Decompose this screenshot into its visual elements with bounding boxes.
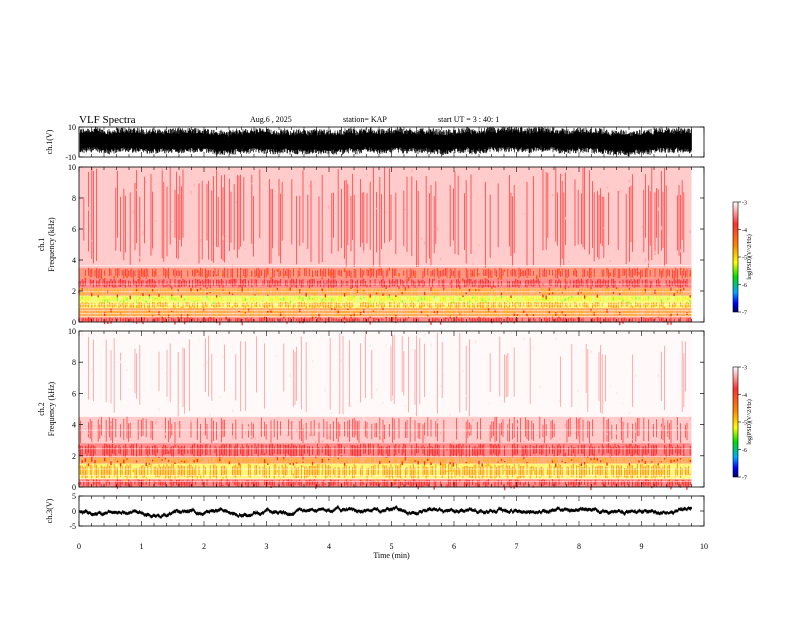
ch1-spectrogram-ytick-label: 2 <box>72 287 76 296</box>
ch1-waveform-ylabel: ch.1(V) <box>45 129 54 154</box>
ch2-spectrogram-ylabel-freq: Frequency (kHz) <box>47 381 56 436</box>
ch2-colorbar-tick-label: -5 <box>742 421 747 427</box>
ch2-spectrogram-ytick-label: 10 <box>68 327 76 336</box>
ch2-spectrogram-panel: 0 2 4 6 8 10 ch.2 Frequency (kHz) <box>37 327 705 492</box>
ch2-spectrogram-band-texture <box>88 331 686 417</box>
ch2-spectrogram-ytick-label: 6 <box>72 389 76 398</box>
ch2-spectrogram-ytick-label: 2 <box>72 452 76 461</box>
ch1-spectrogram-band <box>79 167 692 268</box>
ch2-colorbar-label: log(PSD)(V^2/Hz) <box>746 399 753 444</box>
ch2-colorbar-tick-label: -3 <box>742 366 747 372</box>
ch2-spectrogram-band <box>79 443 692 458</box>
ch1-colorbar-tick-label: -4 <box>742 228 747 234</box>
ch2-spectrogram-band-highlight <box>81 457 691 468</box>
time-tick-label: 4 <box>327 542 331 551</box>
ch2-colorbar-tick-label: -4 <box>742 393 747 399</box>
ch2-spectrogram-band <box>79 457 692 464</box>
ch3-waveform-panel: 5 0 -5 ch.3(V) <box>45 492 705 531</box>
time-tick-label: 8 <box>577 542 581 551</box>
ch1-colorbar: -3 -4 -5 -6 -7 log(PSD)(V^2/Hz) <box>732 201 753 317</box>
ch1-spectrogram-band <box>79 301 692 309</box>
ch1-spectrogram-ytick-label: 6 <box>72 225 76 234</box>
figure-title: VLF Spectra <box>79 114 136 126</box>
ch3-waveform-ylabel: ch.3(V) <box>45 498 54 523</box>
ch1-colorbar-gradient <box>732 201 739 313</box>
ch2-spectrogram-band-highlight <box>81 417 691 446</box>
ch1-spectrogram-ylabel-freq: Frequency (kHz) <box>47 217 56 272</box>
ch2-spectrogram-band-highlight <box>81 331 659 421</box>
time-tick-label: 1 <box>140 542 144 551</box>
ch1-spectrogram-ytick-label: 0 <box>72 318 76 327</box>
ch3-waveform-ytick-label: 5 <box>72 492 76 501</box>
ch1-waveform-panel: 10 -10 ch.1(V) <box>45 123 705 162</box>
ch1-spectrogram-band-highlight <box>87 168 691 269</box>
date-label: Aug.6 , 2025 <box>250 115 292 124</box>
ch2-spectrogram-ytick-label: 0 <box>72 483 76 492</box>
ch1-spectrogram-ytick-label: 8 <box>72 194 76 203</box>
ch2-spectrogram-ytick-label: 4 <box>72 421 76 430</box>
ch3-waveform-trace <box>79 505 692 519</box>
ch1-spectrogram-ytick-label: 4 <box>72 256 76 265</box>
ch2-spectrogram-band <box>79 331 692 417</box>
ch1-spectrogram-band <box>79 317 692 322</box>
ch1-waveform-ytick-label: -10 <box>65 153 76 162</box>
ch1-spectrogram-band-texture <box>83 167 685 268</box>
time-tick-label: 0 <box>77 542 81 551</box>
time-tick-label: 3 <box>265 542 269 551</box>
ch1-spectrogram-band <box>79 278 692 288</box>
ch1-spectrogram-band <box>79 267 692 279</box>
time-tick-label: 7 <box>515 542 519 551</box>
ch1-colorbar-tick-label: -5 <box>742 256 747 262</box>
station-label: station= KAP <box>343 115 387 124</box>
ch1-spectrogram-band-highlight <box>81 295 691 306</box>
time-axis-label: Time (min) <box>373 551 410 560</box>
ch1-spectrogram-ylabel-channel: ch.1 <box>37 238 46 252</box>
ch1-spectrogram-band <box>79 308 692 318</box>
time-tick-label: 10 <box>700 542 708 551</box>
ch2-spectrogram-band <box>79 463 692 480</box>
ch3-waveform-ytick-label: -5 <box>69 522 76 531</box>
ch1-spectrogram-band <box>79 295 692 302</box>
time-tick-label: 2 <box>202 542 206 551</box>
ch2-colorbar-gradient <box>732 366 739 478</box>
ch1-colorbar-tick-label: -3 <box>742 201 747 207</box>
ch1-waveform-ytick-label: 10 <box>68 123 76 132</box>
start-time-label: start UT = 3 : 40: 1 <box>438 115 499 124</box>
ch3-waveform-ytick-label: 0 <box>72 507 76 516</box>
ch1-colorbar-label: log(PSD)(V^2/Hz) <box>746 234 753 279</box>
time-tick-label: 5 <box>390 542 394 551</box>
ch1-spectrogram-ytick-label: 10 <box>68 163 76 172</box>
ch2-colorbar-tick-label: -6 <box>742 448 747 454</box>
ch1-colorbar-tick-label: -6 <box>742 283 747 289</box>
ch2-spectrogram-ylabel-channel: ch.2 <box>37 402 46 416</box>
ch2-spectrogram-band <box>79 479 692 487</box>
ch1-colorbar-tick-label: -7 <box>742 311 747 317</box>
time-tick-label: 6 <box>452 542 456 551</box>
ch2-spectrogram-ytick-label: 8 <box>72 358 76 367</box>
ch1-spectrogram-panel: 0 2 4 6 8 10 ch.1 Frequency (kHz) <box>37 163 705 327</box>
time-tick-label: 9 <box>640 542 644 551</box>
ch2-colorbar-tick-label: -7 <box>742 476 747 482</box>
ch2-colorbar: -3 -4 -5 -6 -7 log(PSD)(V^2/Hz) <box>732 366 753 482</box>
time-axis: 0 1 2 3 4 5 6 7 8 9 10 Time (min) <box>77 542 708 560</box>
ch1-spectrogram-band-highlight <box>84 267 691 283</box>
ch1-waveform-trace <box>79 126 692 157</box>
